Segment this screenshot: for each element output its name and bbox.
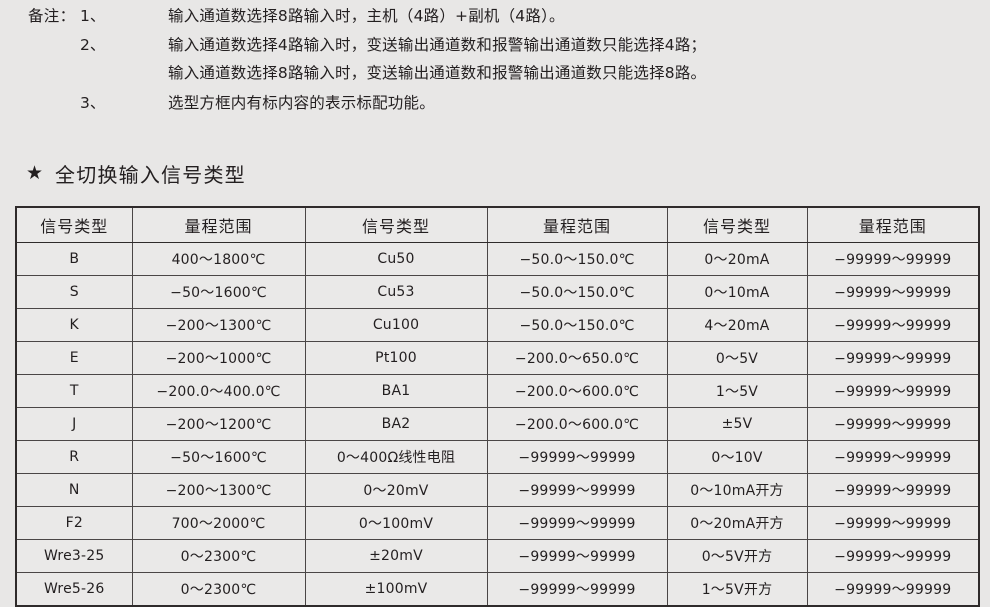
- table-cell: Cu50: [304, 242, 488, 276]
- column-header: 量程范围: [806, 206, 980, 243]
- table-cell: −99999～99999: [806, 539, 980, 573]
- note-text: 输入通道数选择4路输入时，变送输出通道数和报警输出通道数只能选择4路；: [168, 36, 707, 54]
- table-cell: 0～5V开方: [666, 539, 808, 573]
- table-cell: −99999～99999: [806, 341, 980, 375]
- table-cell: −200.0～650.0℃: [486, 341, 668, 375]
- note-item: 备注： 1、 输入通道数选择8路输入时，主机（4路）+副机（4路）。: [0, 0, 990, 29]
- table-cell: 0～10V: [666, 440, 808, 474]
- notes-block: 备注： 1、 输入通道数选择8路输入时，主机（4路）+副机（4路）。 2、 输入…: [0, 0, 990, 116]
- table-cell: −99999～99999: [806, 407, 980, 441]
- table-cell: −200.0～600.0℃: [486, 407, 668, 441]
- table-row: R −50～1600℃ 0～400Ω线性电阻 −99999～99999 0～10V −99…: [15, 440, 980, 474]
- table-row: E −200～1000℃ Pt100 −200.0～650.0℃ 0～5V −99999～…: [15, 341, 980, 375]
- signal-type-table-wrapper: 信号类型 量程范围 信号类型 量程范围 信号类型 量程范围 B 400～1800℃…: [15, 206, 980, 607]
- table-cell: F2: [15, 506, 133, 540]
- column-header: 量程范围: [486, 206, 668, 243]
- table-cell: −99999～99999: [486, 539, 668, 573]
- table-cell: BA2: [304, 407, 488, 441]
- table-cell: 0～100mV: [304, 506, 488, 540]
- note-number: 3、: [80, 94, 106, 112]
- table-row: B 400～1800℃ Cu50 −50.0～150.0℃ 0～20mA −99999～9…: [15, 242, 980, 276]
- column-header: 信号类型: [304, 206, 488, 243]
- table-row: T −200.0～400.0℃ BA1 −200.0～600.0℃ 1～5V −99999…: [15, 374, 980, 408]
- table-cell: 0～400Ω线性电阻: [304, 440, 488, 474]
- table-cell: 400～1800℃: [131, 242, 306, 276]
- table-cell: T: [15, 374, 133, 408]
- table-cell: Cu53: [304, 275, 488, 309]
- table-row: N −200～1300℃ 0～20mV −99999～99999 0～10mA开方 −99…: [15, 473, 980, 507]
- table-cell: 0～2300℃: [131, 539, 306, 573]
- star-icon: ★: [26, 162, 44, 184]
- table-cell: Pt100: [304, 341, 488, 375]
- note-item: 3、 选型方框内有标内容的表示标配功能。: [0, 86, 990, 116]
- table-cell: 4～20mA: [666, 308, 808, 342]
- column-header: 信号类型: [666, 206, 808, 243]
- note-text-continuation: 输入通道数选择8路输入时，变送输出通道数和报警输出通道数只能选择8路。: [168, 64, 707, 82]
- table-cell: S: [15, 275, 133, 309]
- table-cell: 0～20mA开方: [666, 506, 808, 540]
- note-item-continuation: 输入通道数选择8路输入时，变送输出通道数和报警输出通道数只能选择8路。: [0, 58, 990, 86]
- table-cell: −99999～99999: [486, 473, 668, 507]
- note-number: 1、: [80, 7, 106, 25]
- table-cell: −99999～99999: [806, 275, 980, 309]
- column-header: 信号类型: [15, 206, 133, 243]
- table-cell: E: [15, 341, 133, 375]
- table-body: B 400～1800℃ Cu50 −50.0～150.0℃ 0～20mA −99999～9…: [15, 242, 980, 607]
- table-cell: −200～1300℃: [131, 308, 306, 342]
- table-header-row: 信号类型 量程范围 信号类型 量程范围 信号类型 量程范围: [15, 206, 980, 243]
- note-text: 选型方框内有标内容的表示标配功能。: [168, 94, 435, 112]
- table-cell: −99999～99999: [806, 506, 980, 540]
- table-cell: ±20mV: [304, 539, 488, 573]
- page-title: 全切换输入信号类型: [55, 163, 246, 187]
- table-cell: J: [15, 407, 133, 441]
- column-header: 量程范围: [131, 206, 306, 243]
- note-item: 2、 输入通道数选择4路输入时，变送输出通道数和报警输出通道数只能选择4路；: [0, 29, 990, 58]
- signal-type-table: 信号类型 量程范围 信号类型 量程范围 信号类型 量程范围 B 400～1800℃…: [15, 206, 980, 607]
- table-cell: −200～1200℃: [131, 407, 306, 441]
- table-cell: 700～2000℃: [131, 506, 306, 540]
- table-cell: −50.0～150.0℃: [486, 308, 668, 342]
- table-cell: Wre3-25: [15, 539, 133, 573]
- table-row: J −200～1200℃ BA2 −200.0～600.0℃ ±5V −99999～999…: [15, 407, 980, 441]
- table-cell: −99999～99999: [806, 308, 980, 342]
- table-header: 信号类型 量程范围 信号类型 量程范围 信号类型 量程范围: [15, 206, 980, 243]
- table-cell: −200～1000℃: [131, 341, 306, 375]
- table-cell: −50.0～150.0℃: [486, 242, 668, 276]
- table-cell: 0～20mV: [304, 473, 488, 507]
- table-cell: 0～20mA: [666, 242, 808, 276]
- table-cell: −50～1600℃: [131, 440, 306, 474]
- table-cell: −50～1600℃: [131, 275, 306, 309]
- table-cell: BA1: [304, 374, 488, 408]
- table-cell: N: [15, 473, 133, 507]
- table-cell: 0～10mA: [666, 275, 808, 309]
- table-cell: B: [15, 242, 133, 276]
- note-text: 输入通道数选择8路输入时，主机（4路）+副机（4路）。: [168, 7, 565, 25]
- table-cell: K: [15, 308, 133, 342]
- table-cell: Cu100: [304, 308, 488, 342]
- notes-label: 备注：: [28, 7, 76, 25]
- table-row: S −50～1600℃ Cu53 −50.0～150.0℃ 0～10mA −99999～9…: [15, 275, 980, 309]
- table-row: K −200～1300℃ Cu100 −50.0～150.0℃ 4～20mA −99999…: [15, 308, 980, 342]
- table-cell: −200.0～400.0℃: [131, 374, 306, 408]
- table-row: F2 700～2000℃ 0～100mV −99999～99999 0～20mA开方 −9…: [15, 506, 980, 540]
- table-cell: −50.0～150.0℃: [486, 275, 668, 309]
- table-cell: R: [15, 440, 133, 474]
- table-cell: −200.0～600.0℃: [486, 374, 668, 408]
- note-number: 2、: [80, 36, 106, 54]
- table-cell: −99999～99999: [806, 473, 980, 507]
- section-heading: ★ 全切换输入信号类型: [26, 159, 246, 188]
- table-cell: −200～1300℃: [131, 473, 306, 507]
- table-cell: −99999～99999: [806, 440, 980, 474]
- table-row: Wre3-25 0～2300℃ ±20mV −99999～99999 0～5V开方 −99…: [15, 539, 980, 573]
- table-cell: −99999～99999: [806, 242, 980, 276]
- table-cell: −99999～99999: [486, 440, 668, 474]
- table-cell: 0～5V: [666, 341, 808, 375]
- table-cell: ±5V: [666, 407, 808, 441]
- table-cell: −99999～99999: [806, 374, 980, 408]
- table-cell: 0～10mA开方: [666, 473, 808, 507]
- table-cell: −99999～99999: [486, 506, 668, 540]
- table-cell: 1～5V: [666, 374, 808, 408]
